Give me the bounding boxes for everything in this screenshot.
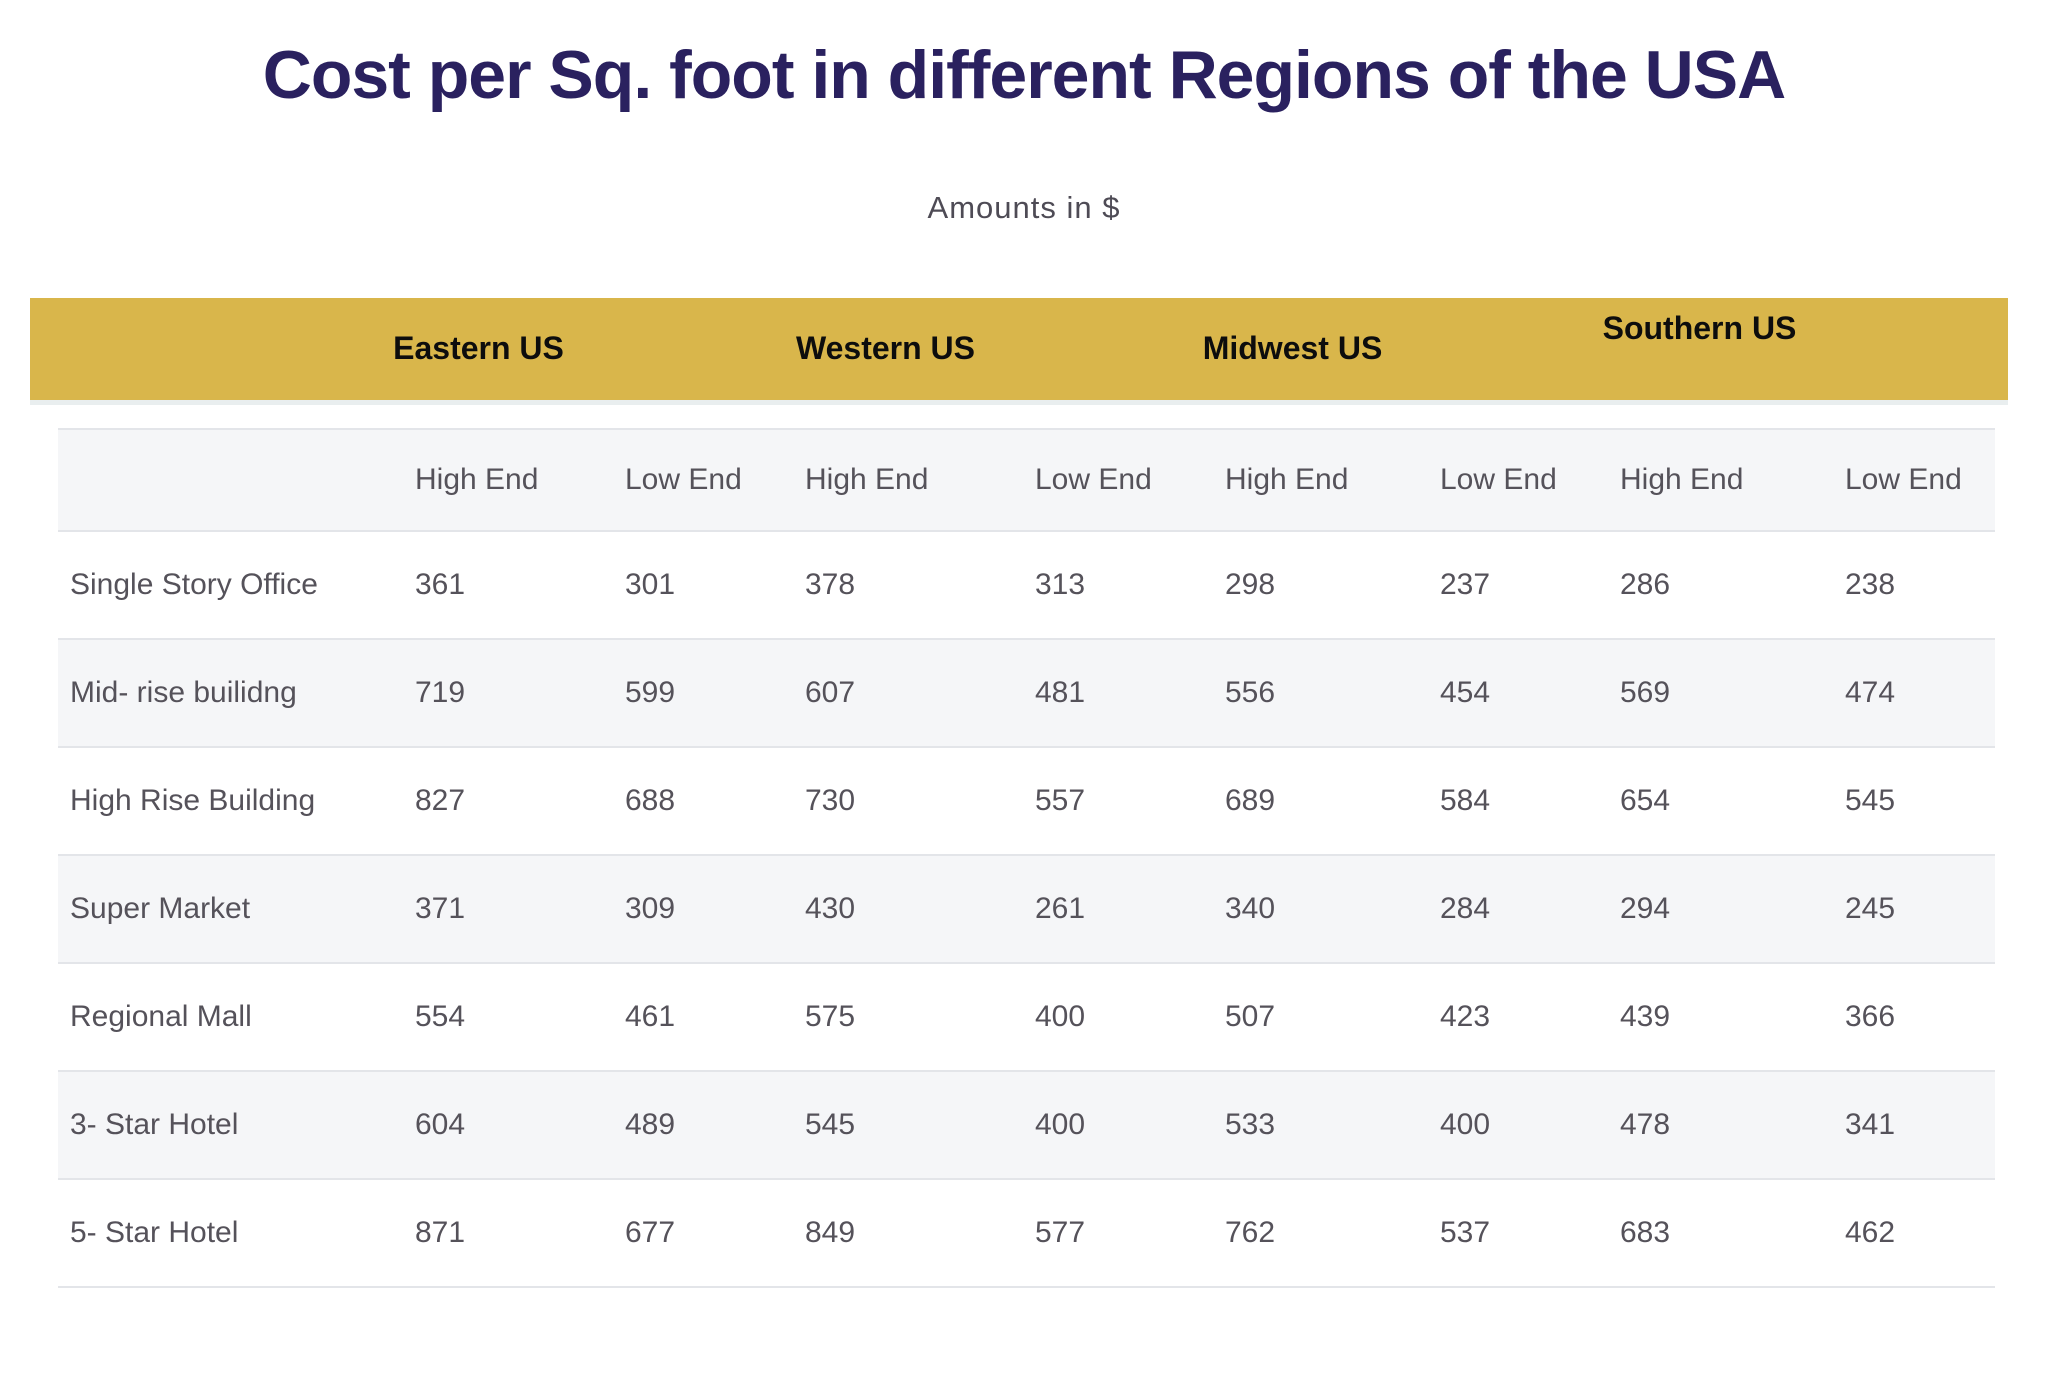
value-cell: 556 <box>1225 675 1276 709</box>
cost-table: High End Low End High End Low End High E… <box>58 427 1995 1288</box>
value-cell: 599 <box>625 675 676 709</box>
region-header-southern-us: Southern US <box>1602 310 1797 347</box>
row-label: High Rise Building <box>70 783 316 817</box>
page-subtitle: Amounts in $ <box>927 189 1121 225</box>
value-cell: 849 <box>805 1215 856 1249</box>
subheader-cell: Low End <box>1035 462 1152 496</box>
table-body: Single Story Office 361 301 378 313 298 237 286… <box>58 531 1995 1288</box>
region-header-midwest-us: Midwest US <box>1202 330 1383 367</box>
value-cell: 557 <box>1035 783 1086 817</box>
value-cell: 439 <box>1620 999 1671 1033</box>
value-cell: 683 <box>1620 1215 1671 1249</box>
value-cell: 474 <box>1845 675 1896 709</box>
value-cell: 762 <box>1225 1215 1276 1249</box>
value-cell: 237 <box>1440 567 1491 601</box>
table-row: 5- Star Hotel 871 677 849 577 762 537 683 462 <box>58 1179 1995 1288</box>
value-cell: 430 <box>805 891 856 925</box>
subheader-cell: High End <box>1225 462 1349 496</box>
subheader-cell: High End <box>415 462 539 496</box>
subheader-cell: Low End <box>1845 462 1962 496</box>
value-cell: 340 <box>1225 891 1276 925</box>
value-cell: 654 <box>1620 783 1671 817</box>
value-cell: 284 <box>1440 891 1491 925</box>
value-cell: 575 <box>805 999 856 1033</box>
value-cell: 371 <box>415 891 466 925</box>
row-label: 5- Star Hotel <box>70 1215 239 1249</box>
table-subheader-row: High End Low End High End Low End High E… <box>58 427 1995 532</box>
value-cell: 533 <box>1225 1107 1276 1141</box>
row-label: Super Market <box>70 891 251 925</box>
value-cell: 489 <box>625 1107 676 1141</box>
value-cell: 423 <box>1440 999 1491 1033</box>
table-row: Regional Mall 554 461 575 400 507 423 439 366 <box>58 963 1995 1072</box>
value-cell: 238 <box>1845 567 1896 601</box>
subheader-cell: High End <box>1620 462 1744 496</box>
value-cell: 462 <box>1845 1215 1896 1249</box>
value-cell: 366 <box>1845 999 1896 1033</box>
value-cell: 719 <box>415 675 466 709</box>
value-cell: 378 <box>805 567 856 601</box>
row-label: Mid- rise builidng <box>70 675 297 709</box>
value-cell: 569 <box>1620 675 1671 709</box>
value-cell: 481 <box>1035 675 1086 709</box>
table-row: Single Story Office 361 301 378 313 298 237 286… <box>58 531 1995 640</box>
value-cell: 730 <box>805 783 856 817</box>
value-cell: 294 <box>1620 891 1671 925</box>
subheader-cell: High End <box>805 462 929 496</box>
region-header-eastern-us: Eastern US <box>393 330 564 367</box>
value-cell: 478 <box>1620 1107 1671 1141</box>
table-row: Mid- rise builidng 719 599 607 481 556 454 569 4… <box>58 639 1995 748</box>
value-cell: 309 <box>625 891 676 925</box>
page-title: Cost per Sq. foot in different Regions o… <box>262 37 1787 113</box>
value-cell: 454 <box>1440 675 1491 709</box>
region-labels: Eastern US Western US Midwest US Souther… <box>275 298 1903 400</box>
value-cell: 604 <box>415 1107 466 1141</box>
value-cell: 261 <box>1035 891 1086 925</box>
value-cell: 301 <box>625 567 676 601</box>
value-cell: 545 <box>1845 783 1896 817</box>
value-cell: 361 <box>415 567 466 601</box>
value-cell: 400 <box>1035 999 1086 1033</box>
value-cell: 537 <box>1440 1215 1491 1249</box>
value-cell: 584 <box>1440 783 1491 817</box>
value-cell: 871 <box>415 1215 466 1249</box>
value-cell: 607 <box>805 675 856 709</box>
value-cell: 677 <box>625 1215 676 1249</box>
value-cell: 689 <box>1225 783 1276 817</box>
row-label: Single Story Office <box>70 567 318 601</box>
row-label: 3- Star Hotel <box>70 1107 239 1141</box>
value-cell: 507 <box>1225 999 1276 1033</box>
table-row: High Rise Building 827 688 730 557 689 584 654 5… <box>58 747 1995 856</box>
value-cell: 461 <box>625 999 676 1033</box>
value-cell: 827 <box>415 783 466 817</box>
value-cell: 688 <box>625 783 676 817</box>
subheader-cell: Low End <box>1440 462 1557 496</box>
table-row: Super Market 371 309 430 261 340 284 294 245 <box>58 855 1995 964</box>
row-label: Regional Mall <box>70 999 252 1033</box>
region-header-band: Eastern US Western US Midwest US Souther… <box>30 297 2008 405</box>
subheader-cell: Low End <box>625 462 742 496</box>
value-cell: 245 <box>1845 891 1896 925</box>
value-cell: 286 <box>1620 567 1671 601</box>
value-cell: 341 <box>1845 1107 1896 1141</box>
value-cell: 554 <box>415 999 466 1033</box>
table-row: 3- Star Hotel 604 489 545 400 533 400 478 341 <box>58 1071 1995 1180</box>
value-cell: 545 <box>805 1107 856 1141</box>
value-cell: 313 <box>1035 567 1086 601</box>
cost-per-sqft-infographic: Cost per Sq. foot in different Regions o… <box>0 38 2048 1288</box>
value-cell: 298 <box>1225 567 1276 601</box>
value-cell: 577 <box>1035 1215 1086 1249</box>
value-cell: 400 <box>1440 1107 1491 1141</box>
value-cell: 400 <box>1035 1107 1086 1141</box>
region-header-western-us: Western US <box>795 330 975 367</box>
